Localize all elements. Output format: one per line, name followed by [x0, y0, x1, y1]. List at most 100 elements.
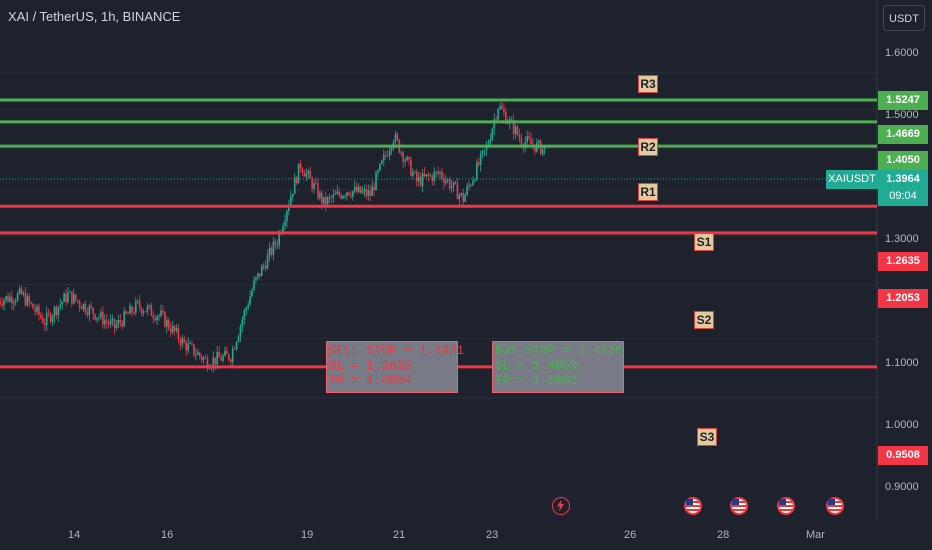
candle-body [274, 241, 277, 245]
candle-body [363, 189, 366, 192]
candle-body [284, 220, 286, 227]
candle-body [454, 181, 457, 184]
r2-label: R2 [638, 138, 658, 156]
price-tick: 1.0000 [885, 419, 919, 431]
candle-body [224, 350, 226, 356]
candle-body [448, 179, 451, 189]
candle-body [127, 313, 129, 315]
candle-body [235, 342, 238, 349]
candle-body [530, 139, 532, 144]
price-tick: 1.3000 [885, 233, 919, 245]
price-tick: 1.1000 [885, 357, 919, 369]
candle-body [278, 232, 280, 245]
candle-body [38, 306, 40, 315]
candle-body [100, 311, 102, 318]
candle-body [197, 352, 199, 355]
symbol-title[interactable]: XAI / TetherUS, 1h, BINANCE [8, 9, 181, 24]
candle-body [342, 195, 344, 199]
candle-body [334, 194, 337, 195]
buy-stop-line: BUY STOP = 1.4136 [495, 344, 623, 358]
candle-body [311, 178, 313, 189]
candle-body [445, 180, 447, 183]
candle-body [290, 196, 292, 205]
time-tick: Mar [806, 529, 825, 541]
candle-body [212, 357, 215, 367]
candle-body [379, 163, 381, 171]
s3-price-tag: 0.9508 [878, 446, 928, 465]
lightning-icon[interactable] [552, 497, 570, 515]
candle-body [491, 128, 494, 140]
candle-body [402, 152, 404, 162]
candle-body [543, 146, 546, 149]
candle-body [202, 357, 205, 360]
buy-stop-order-box: BUY STOP = 1.4136 SL = 1.4050 TP = 1.508… [492, 341, 624, 393]
candle-body [94, 314, 96, 320]
candle-body [288, 204, 290, 211]
candle-body [113, 318, 116, 329]
candle-body [67, 292, 69, 302]
candle-body [138, 300, 141, 308]
candle-body [512, 120, 515, 135]
candle-body [74, 294, 77, 301]
candle-body [435, 171, 437, 173]
time-tick: 16 [161, 529, 174, 541]
candle-body [414, 171, 416, 173]
r3-price-tag: 1.5247 [878, 91, 928, 110]
candle-body [355, 186, 358, 192]
candle-body [125, 311, 127, 314]
candle-body [154, 317, 156, 321]
candle-body [200, 356, 203, 360]
candle-body [441, 172, 443, 179]
candle-body [361, 191, 364, 193]
candle-body [82, 303, 85, 310]
candle-body [330, 197, 333, 198]
price-tick: 1.5000 [885, 109, 919, 121]
us-flag-icon[interactable] [826, 497, 844, 515]
candle-body [270, 247, 273, 255]
candle-body [377, 170, 379, 173]
candle-body [245, 307, 248, 311]
candle-body [259, 273, 261, 277]
candle-body [177, 328, 180, 340]
sell-tp-line: TP = 1.0854 [329, 374, 412, 388]
candle-body [133, 312, 135, 314]
candle-body [317, 183, 319, 198]
candle-body [293, 177, 296, 194]
candle-body [272, 241, 275, 255]
candle-body [516, 126, 519, 135]
candle-body [183, 338, 186, 343]
candle-body [324, 196, 327, 205]
candle-body [191, 343, 193, 345]
candle-body [419, 177, 422, 186]
candle-body [171, 325, 174, 333]
candle-body [96, 317, 98, 320]
sell-stop-order-box: SELL STOP = 1.1921 SL = 1.2635 TP = 1.08… [326, 341, 464, 393]
candle-body [481, 150, 484, 154]
price-tick: 0.9000 [885, 481, 919, 493]
candle-body [437, 171, 439, 174]
candle-body [315, 183, 317, 184]
candle-body [90, 306, 93, 308]
currency-button[interactable]: USDT [883, 5, 925, 31]
candle-body [268, 247, 271, 256]
candle-body [43, 323, 46, 325]
candle-body [472, 180, 474, 186]
candle-body [229, 359, 232, 362]
candle-body [119, 319, 122, 323]
candle-body [105, 320, 108, 323]
candle-body [415, 171, 418, 182]
s1-label: S1 [694, 233, 714, 251]
candle-body [14, 300, 17, 303]
us-flag-icon[interactable] [684, 497, 702, 515]
candle-body [503, 109, 505, 113]
candle-body [520, 138, 523, 146]
candle-body [367, 190, 370, 196]
candle-body [514, 126, 517, 135]
candle-body [319, 192, 321, 198]
candle-body [53, 307, 56, 317]
candle-body [497, 108, 499, 120]
us-flag-icon[interactable] [777, 497, 795, 515]
us-flag-icon[interactable] [730, 497, 748, 515]
candle-body [226, 350, 228, 355]
